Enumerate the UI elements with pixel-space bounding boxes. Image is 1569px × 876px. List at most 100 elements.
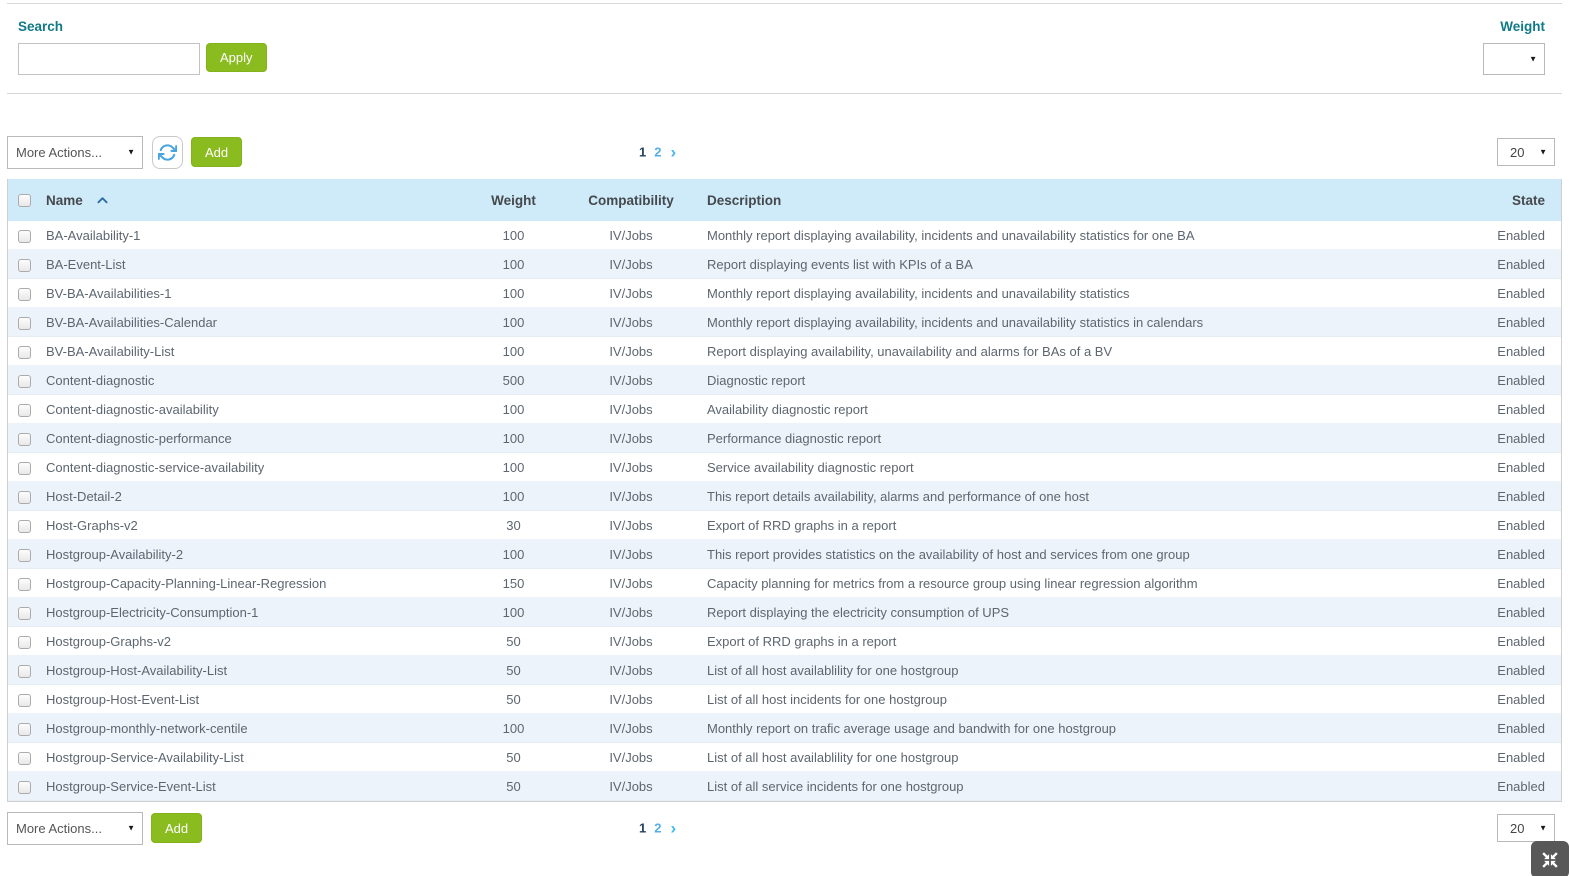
toolbar-top: More Actions... Add 1 2 › 20 <box>7 135 1562 169</box>
page-size-select-bottom[interactable]: 20 <box>1498 815 1554 841</box>
row-checkbox[interactable] <box>18 635 31 649</box>
row-checkbox-cell <box>18 372 46 388</box>
column-header-description[interactable]: Description <box>707 192 782 208</box>
state-cell: Enabled <box>1497 662 1545 678</box>
table-row: Hostgroup-Graphs-v2 50 IV/Jobs Export of… <box>8 627 1561 656</box>
name-cell: Hostgroup-Host-Availability-List <box>46 662 228 678</box>
weight-cell: 150 <box>502 575 525 591</box>
description-cell: Monthly report displaying availability, … <box>707 285 1130 301</box>
row-checkbox[interactable] <box>18 490 31 504</box>
name-cell: Hostgroup-Service-Event-List <box>46 778 216 794</box>
pagination-page-2[interactable]: 2 <box>654 820 662 836</box>
table-row: Hostgroup-Capacity-Planning-Linear-Regre… <box>8 569 1561 598</box>
table-row: Hostgroup-Host-Event-List 50 IV/Jobs Lis… <box>8 685 1561 714</box>
column-header-state[interactable]: State <box>1511 192 1545 208</box>
description-cell: Report displaying availability, unavaila… <box>707 343 1113 359</box>
page-size-select-top[interactable]: 20 <box>1498 139 1554 165</box>
column-header-compatibility[interactable]: Compatibility <box>588 192 674 208</box>
table-row: Hostgroup-monthly-network-centile 100 IV… <box>8 714 1561 743</box>
description-cell: Monthly report on trafic average usage a… <box>707 720 1117 736</box>
state-cell: Enabled <box>1497 488 1545 504</box>
row-checkbox-cell <box>18 459 46 475</box>
weight-filter-label: Weight <box>1500 19 1545 34</box>
name-cell: Content-diagnostic-performance <box>46 430 232 446</box>
refresh-icon <box>158 143 177 162</box>
pagination-page-1[interactable]: 1 <box>639 144 647 160</box>
state-cell: Enabled <box>1497 749 1545 765</box>
description-cell: Performance diagnostic report <box>707 430 882 446</box>
column-header-weight[interactable]: Weight <box>491 192 536 208</box>
description-cell: Diagnostic report <box>707 372 806 388</box>
page-size-select-wrap-bottom: 20 <box>1497 814 1555 842</box>
search-input[interactable] <box>18 43 200 75</box>
row-checkbox-cell <box>18 343 46 359</box>
row-checkbox[interactable] <box>18 316 31 330</box>
column-header-name[interactable]: Name <box>46 193 446 208</box>
row-checkbox[interactable] <box>18 722 31 736</box>
apply-button[interactable]: Apply <box>206 43 267 72</box>
column-header-name-label: Name <box>46 192 83 208</box>
row-checkbox[interactable] <box>18 461 31 475</box>
select-all-checkbox[interactable] <box>18 194 31 208</box>
row-checkbox[interactable] <box>18 693 31 707</box>
refresh-button[interactable] <box>152 135 183 169</box>
compatibility-cell: IV/Jobs <box>609 372 653 388</box>
compatibility-cell: IV/Jobs <box>609 517 653 533</box>
more-actions-select-wrap-bottom: More Actions... <box>7 811 143 845</box>
add-button-top[interactable]: Add <box>191 137 243 167</box>
compatibility-cell: IV/Jobs <box>609 488 653 504</box>
state-cell: Enabled <box>1497 633 1545 649</box>
pagination-next-icon[interactable]: › <box>670 142 677 162</box>
row-checkbox[interactable] <box>18 548 31 562</box>
description-cell: Monthly report displaying availability, … <box>707 314 1204 330</box>
pagination-page-2[interactable]: 2 <box>654 144 662 160</box>
row-checkbox[interactable] <box>18 287 31 301</box>
pagination-bottom: 1 2 › <box>635 820 676 837</box>
weight-filter-select[interactable] <box>1484 44 1544 74</box>
description-cell: Report displaying the electricity consum… <box>707 604 1010 620</box>
row-checkbox-cell <box>18 488 46 504</box>
row-checkbox[interactable] <box>18 374 31 388</box>
weight-cell: 50 <box>506 691 521 707</box>
row-checkbox[interactable] <box>18 519 31 533</box>
row-checkbox[interactable] <box>18 258 31 272</box>
name-cell: Host-Detail-2 <box>46 488 122 504</box>
state-cell: Enabled <box>1497 720 1545 736</box>
pagination-page-1[interactable]: 1 <box>639 820 647 836</box>
row-checkbox[interactable] <box>18 664 31 678</box>
name-cell: Hostgroup-Service-Availability-List <box>46 749 244 765</box>
state-cell: Enabled <box>1497 691 1545 707</box>
table-row: BA-Event-List 100 IV/Jobs Report display… <box>8 250 1561 279</box>
row-checkbox-cell <box>18 227 46 243</box>
description-cell: Monthly report displaying availability, … <box>707 227 1195 243</box>
state-cell: Enabled <box>1497 546 1545 562</box>
pagination-next-icon[interactable]: › <box>670 818 677 838</box>
collapse-arrows-icon <box>1539 849 1561 871</box>
table-row: Content-diagnostic-availability 100 IV/J… <box>8 395 1561 424</box>
more-actions-select-top[interactable]: More Actions... <box>8 136 142 168</box>
row-checkbox[interactable] <box>18 345 31 359</box>
state-cell: Enabled <box>1497 343 1545 359</box>
weight-cell: 100 <box>502 343 525 359</box>
row-checkbox[interactable] <box>18 751 31 765</box>
row-checkbox-cell <box>18 633 46 649</box>
row-checkbox[interactable] <box>18 606 31 620</box>
add-button-bottom[interactable]: Add <box>151 813 203 843</box>
row-checkbox-cell <box>18 401 46 417</box>
compatibility-cell: IV/Jobs <box>609 314 653 330</box>
row-checkbox[interactable] <box>18 403 31 417</box>
description-cell: Export of RRD graphs in a report <box>707 517 897 533</box>
search-group: Search Apply <box>18 19 267 75</box>
collapse-fullscreen-button[interactable] <box>1531 841 1569 876</box>
description-cell: This report details availability, alarms… <box>707 488 1090 504</box>
row-checkbox-cell <box>18 256 46 272</box>
row-checkbox[interactable] <box>18 432 31 446</box>
more-actions-select-bottom[interactable]: More Actions... <box>8 812 142 844</box>
weight-filter-group: Weight <box>1483 19 1552 75</box>
row-checkbox[interactable] <box>18 229 31 243</box>
state-cell: Enabled <box>1497 314 1545 330</box>
row-checkbox[interactable] <box>18 577 31 591</box>
table-row: Content-diagnostic-performance 100 IV/Jo… <box>8 424 1561 453</box>
row-checkbox[interactable] <box>18 780 31 794</box>
weight-cell: 100 <box>502 720 525 736</box>
